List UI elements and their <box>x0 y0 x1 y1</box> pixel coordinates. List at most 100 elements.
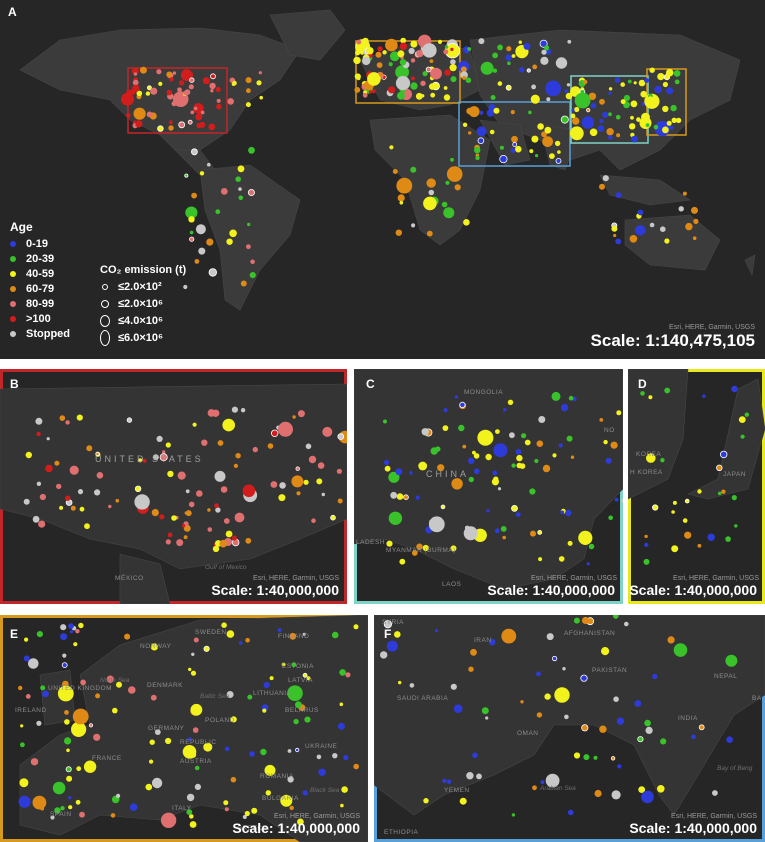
plant-marker <box>398 680 402 685</box>
co2-size-1-icon <box>102 283 108 290</box>
plant-marker <box>476 126 487 137</box>
plant-marker <box>196 490 203 497</box>
plant-marker <box>154 729 161 735</box>
plant-marker <box>316 754 322 760</box>
plant-marker <box>166 71 173 78</box>
plant-marker <box>463 219 470 226</box>
plant-marker <box>340 803 344 808</box>
middle-east-map-panel[interactable]: F SYRIA IRAN AFGHANISTAN PAKISTAN NEPAL … <box>374 615 765 842</box>
plant-marker <box>54 460 60 466</box>
plant-marker <box>657 785 665 793</box>
plant-marker <box>384 459 390 466</box>
plant-marker <box>429 59 434 63</box>
plant-marker <box>507 399 514 405</box>
plant-marker <box>640 90 647 98</box>
panel-label: F <box>384 627 392 641</box>
plant-marker <box>203 742 213 752</box>
plant-marker <box>188 501 195 508</box>
plant-marker <box>671 117 677 124</box>
plant-marker <box>423 798 429 804</box>
plant-marker <box>530 94 540 104</box>
scale-label: Scale: 1:40,000,000 <box>629 820 757 836</box>
plant-marker <box>672 500 677 505</box>
plant-marker <box>717 491 722 496</box>
plant-marker <box>450 683 457 690</box>
japan-map-panel[interactable]: D KOREA H KOREA JAPAN Esri, HERE, Garmin… <box>628 369 765 604</box>
co2-size-3-icon <box>100 314 110 327</box>
plant-marker <box>660 458 665 463</box>
scale-label: Scale: 1:40,000,000 <box>211 582 339 598</box>
plant-marker <box>165 737 172 745</box>
plant-marker <box>594 789 602 798</box>
plant-marker <box>541 49 547 55</box>
age-color-swatch <box>10 270 16 277</box>
plant-marker <box>181 524 186 528</box>
plant-marker <box>503 408 507 412</box>
plant-marker <box>610 441 618 449</box>
plant-marker <box>145 91 151 96</box>
plant-marker <box>454 184 461 191</box>
plant-marker <box>184 173 189 178</box>
plant-marker <box>399 558 406 565</box>
plant-marker <box>523 42 531 50</box>
plant-marker <box>95 693 101 699</box>
plant-marker <box>40 806 45 811</box>
plant-marker <box>675 117 682 124</box>
plant-marker <box>581 616 590 625</box>
china-map-panel[interactable]: C MONGOLIA CHINA MYANMAR (BURMA) LAOS LA… <box>354 369 623 604</box>
plant-marker <box>207 508 211 512</box>
plant-marker <box>65 766 72 773</box>
sea-gulf-of-mexico: Gulf of Mexico <box>205 564 247 571</box>
usa-map-panel[interactable]: B UNITED STATES MÉXICO Gulf of Mexico Es… <box>0 369 347 604</box>
co2-legend-title: CO₂ emission (t) <box>100 264 187 276</box>
plant-marker <box>510 110 515 115</box>
plant-marker <box>644 78 650 83</box>
plant-marker <box>146 85 152 91</box>
plant-marker <box>66 748 70 753</box>
plant-marker <box>245 637 250 643</box>
plant-marker <box>620 99 626 105</box>
plant-marker <box>521 433 527 439</box>
attribution: Esri, HERE, Garmin, USGS <box>669 324 755 331</box>
plant-marker <box>293 718 299 725</box>
place-greece: GREECE <box>237 825 268 832</box>
plant-marker <box>64 737 72 745</box>
europe-map-panel[interactable]: E SWEDEN FINLAND NORWAY ESTONIA LATVIA L… <box>0 615 368 842</box>
plant-marker <box>71 721 87 737</box>
plant-marker <box>669 125 674 130</box>
plant-marker <box>289 632 297 640</box>
plant-marker <box>388 471 400 483</box>
plant-marker <box>435 446 441 452</box>
plant-marker <box>719 450 728 459</box>
plant-marker <box>450 545 457 552</box>
plant-marker <box>196 122 202 129</box>
plant-marker <box>291 475 304 488</box>
plant-marker <box>673 70 681 77</box>
plant-marker <box>246 244 251 250</box>
plant-marker <box>79 811 85 818</box>
plant-marker <box>287 749 292 753</box>
plant-marker <box>443 49 449 55</box>
plant-marker <box>660 738 667 745</box>
plant-marker <box>671 510 675 514</box>
plant-marker <box>568 395 574 401</box>
plant-marker <box>526 68 531 73</box>
plant-marker <box>599 118 604 124</box>
plant-marker <box>237 165 245 173</box>
plant-marker <box>390 491 398 499</box>
plant-marker <box>528 110 532 115</box>
world-map-panel[interactable]: A Age 0-19 20-39 40-59 60-79 80-99 >100 Stoppe… <box>0 0 765 359</box>
plant-marker <box>608 515 613 521</box>
plant-marker <box>446 779 452 784</box>
attribution: Esri, HERE, Garmin, USGS <box>671 813 757 820</box>
place-mongolia: MONGOLIA <box>464 389 504 396</box>
plant-marker <box>671 545 679 553</box>
plant-marker <box>538 416 546 423</box>
plant-marker <box>306 676 311 681</box>
plant-marker <box>423 196 437 211</box>
place-poland: POLAND <box>205 717 235 724</box>
plant-marker <box>339 702 344 707</box>
plant-marker <box>128 686 136 694</box>
scale-label: Scale: 1:40,000,000 <box>487 582 615 598</box>
age-legend-label: 40-59 <box>26 267 55 280</box>
